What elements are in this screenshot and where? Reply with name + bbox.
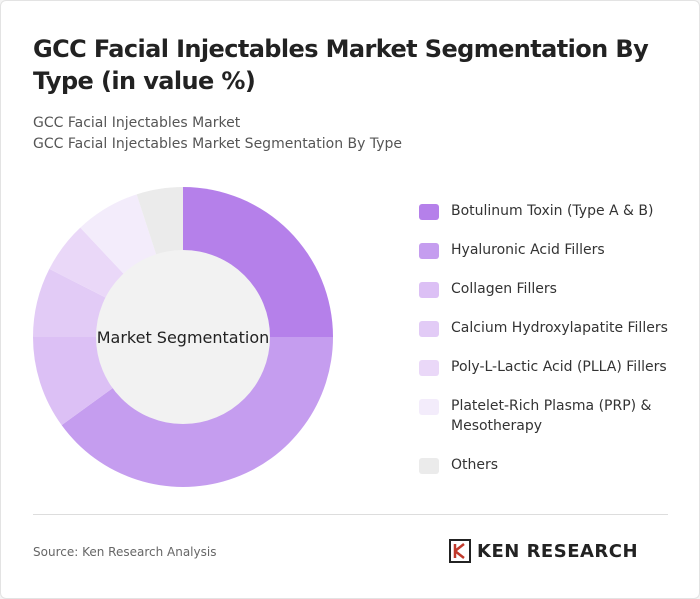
subtitle-segmentation: GCC Facial Injectables Market Segmentati… <box>33 136 403 152</box>
legend-item: Calcium Hydroxylapatite Fillers <box>419 318 689 338</box>
legend-label: Collagen Fillers <box>451 281 557 297</box>
legend-label: Platelet-Rich Plasma (PRP) & Mesotherapy <box>451 398 652 434</box>
legend-item: Others <box>419 455 689 475</box>
legend-item: Poly-L-Lactic Acid (PLLA) Fillers <box>419 357 689 377</box>
legend-swatch <box>419 282 439 298</box>
legend: Botulinum Toxin (Type A & B) Hyaluronic A… <box>419 201 689 494</box>
legend-swatch <box>419 360 439 376</box>
logo-k-icon <box>449 539 471 563</box>
legend-item: Botulinum Toxin (Type A & B) <box>419 201 689 221</box>
legend-swatch <box>419 321 439 337</box>
divider <box>33 514 668 515</box>
legend-item: Platelet-Rich Plasma (PRP) & Mesotherapy <box>419 396 689 436</box>
ken-research-logo: KEN RESEARCH <box>449 539 638 563</box>
legend-item: Collagen Fillers <box>419 279 689 299</box>
legend-swatch <box>419 243 439 259</box>
donut-chart: Market Segmentation <box>33 187 333 487</box>
center-label: Market Segmentation <box>97 328 270 347</box>
legend-label: Poly-L-Lactic Acid (PLLA) Fillers <box>451 359 667 375</box>
subtitle-market: GCC Facial Injectables Market <box>33 115 241 131</box>
legend-label: Calcium Hydroxylapatite Fillers <box>451 320 668 336</box>
logo-text: KEN RESEARCH <box>477 540 639 562</box>
source-note: Source: Ken Research Analysis <box>33 545 217 559</box>
legend-swatch <box>419 458 439 474</box>
legend-label: Hyaluronic Acid Fillers <box>451 242 605 258</box>
legend-swatch <box>419 204 439 220</box>
chart-title: GCC Facial Injectables Market Segmentati… <box>33 35 649 95</box>
legend-label: Others <box>451 457 499 473</box>
donut-center <box>96 250 270 424</box>
legend-label: Botulinum Toxin (Type A & B) <box>451 203 654 219</box>
legend-swatch <box>419 399 439 415</box>
legend-item: Hyaluronic Acid Fillers <box>419 240 689 260</box>
